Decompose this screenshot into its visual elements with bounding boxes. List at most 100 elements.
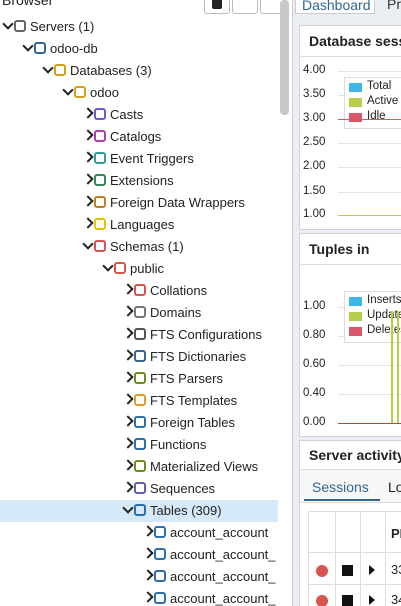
chevron[interactable] bbox=[122, 459, 134, 471]
tree-node[interactable]: Schemas (1) bbox=[0, 236, 278, 258]
tree-node[interactable]: account_account_ bbox=[0, 588, 278, 606]
node-label[interactable]: account_account bbox=[170, 525, 269, 540]
chevron[interactable] bbox=[62, 84, 74, 96]
chevron[interactable] bbox=[122, 371, 134, 383]
chevron[interactable] bbox=[82, 238, 94, 250]
tree-node[interactable]: Languages bbox=[0, 214, 278, 236]
chevron[interactable] bbox=[122, 283, 134, 295]
tree-node[interactable]: Casts bbox=[0, 104, 278, 126]
tree-node[interactable]: Databases (3) bbox=[0, 60, 278, 82]
chevron[interactable] bbox=[142, 547, 154, 559]
tree-node[interactable]: account_account_ bbox=[0, 566, 278, 588]
chevron[interactable] bbox=[2, 18, 14, 30]
chevron[interactable] bbox=[82, 151, 94, 163]
tree-node[interactable]: Collations bbox=[0, 280, 278, 302]
node-label[interactable]: Tables (309) bbox=[150, 503, 222, 518]
legend-swatch bbox=[349, 297, 362, 306]
tree-node[interactable]: account_account bbox=[0, 522, 278, 544]
chevron[interactable] bbox=[122, 437, 134, 449]
terminate-button[interactable] bbox=[342, 595, 353, 606]
node-label[interactable]: account_account_ bbox=[170, 547, 276, 562]
tree-node[interactable]: odoo-db bbox=[0, 38, 278, 60]
tree-node[interactable]: FTS Configurations bbox=[0, 324, 278, 346]
legend-label: Deletes bbox=[367, 324, 401, 336]
tree-node[interactable]: Foreign Tables bbox=[0, 412, 278, 434]
expand-button[interactable] bbox=[369, 565, 375, 575]
tree-node[interactable]: Catalogs bbox=[0, 126, 278, 148]
node-label[interactable]: Schemas (1) bbox=[110, 239, 184, 254]
node-label[interactable]: FTS Templates bbox=[150, 393, 238, 408]
tree-node[interactable]: Event Triggers bbox=[0, 148, 278, 170]
chevron[interactable] bbox=[122, 349, 134, 361]
chevron[interactable] bbox=[142, 525, 154, 537]
node-label[interactable]: Languages bbox=[110, 217, 175, 232]
node-label[interactable]: Databases (3) bbox=[70, 63, 152, 78]
chevron[interactable] bbox=[82, 107, 94, 119]
tree-node[interactable]: Extensions bbox=[0, 170, 278, 192]
tree-node[interactable]: FTS Dictionaries bbox=[0, 346, 278, 368]
node-label[interactable]: Servers (1) bbox=[30, 19, 95, 34]
node-icon bbox=[94, 152, 106, 164]
tree-node[interactable]: FTS Parsers bbox=[0, 368, 278, 390]
tab[interactable]: Sessions bbox=[312, 479, 369, 495]
node-label[interactable]: Catalogs bbox=[110, 129, 162, 144]
cancel-button[interactable] bbox=[316, 595, 328, 606]
node-label[interactable]: Domains bbox=[150, 305, 202, 320]
tree-node[interactable]: Foreign Data Wrappers bbox=[0, 192, 278, 214]
node-label[interactable]: Sequences bbox=[150, 481, 216, 496]
node-label[interactable]: Casts bbox=[110, 107, 144, 122]
node-icon bbox=[94, 108, 106, 120]
node-label[interactable]: Foreign Data Wrappers bbox=[110, 195, 245, 210]
expand-button[interactable] bbox=[369, 595, 375, 605]
node-label[interactable]: FTS Configurations bbox=[150, 327, 262, 342]
toolbar-button[interactable] bbox=[232, 0, 258, 14]
chevron[interactable] bbox=[122, 393, 134, 405]
node-label[interactable]: odoo-db bbox=[50, 41, 98, 56]
tab[interactable]: Lo bbox=[388, 479, 401, 495]
tree-node[interactable]: public bbox=[0, 258, 278, 280]
chevron[interactable] bbox=[82, 195, 94, 207]
tab[interactable]: Pr bbox=[387, 0, 401, 12]
node-label[interactable]: Event Triggers bbox=[110, 151, 194, 166]
tree-node[interactable]: Servers (1) bbox=[0, 16, 278, 38]
chevron[interactable] bbox=[82, 129, 94, 141]
node-icon bbox=[134, 306, 146, 318]
node-label[interactable]: Foreign Tables bbox=[150, 415, 236, 430]
tree-node[interactable]: Sequences bbox=[0, 478, 278, 500]
node-label[interactable]: Extensions bbox=[110, 173, 174, 188]
node-label[interactable]: FTS Parsers bbox=[150, 371, 223, 386]
chevron[interactable] bbox=[122, 481, 134, 493]
tab[interactable]: Dashboard bbox=[295, 0, 375, 14]
scrollbar-thumb[interactable] bbox=[280, 0, 289, 115]
tree-node[interactable]: Functions bbox=[0, 434, 278, 456]
node-label[interactable]: public bbox=[130, 261, 164, 276]
chevron[interactable] bbox=[122, 415, 134, 427]
chevron[interactable] bbox=[122, 305, 134, 317]
terminate-button[interactable] bbox=[342, 565, 353, 576]
node-label[interactable]: Functions bbox=[150, 437, 207, 452]
tree-node[interactable]: account_account_ bbox=[0, 544, 278, 566]
cancel-button[interactable] bbox=[316, 565, 328, 577]
chevron[interactable] bbox=[82, 217, 94, 229]
chevron[interactable] bbox=[142, 591, 154, 603]
node-label[interactable]: FTS Dictionaries bbox=[150, 349, 247, 364]
chevron[interactable] bbox=[82, 173, 94, 185]
node-label[interactable]: Materialized Views bbox=[150, 459, 259, 474]
node-label[interactable]: Collations bbox=[150, 283, 208, 298]
chevron[interactable] bbox=[122, 502, 134, 514]
tree-node[interactable]: odoo bbox=[0, 82, 278, 104]
node-label[interactable]: odoo bbox=[90, 85, 119, 100]
tree-node[interactable]: Tables (309) bbox=[0, 500, 278, 522]
tree-node[interactable]: Materialized Views bbox=[0, 456, 278, 478]
node-label[interactable]: account_account_ bbox=[170, 569, 276, 584]
chevron[interactable] bbox=[122, 327, 134, 339]
node-label[interactable]: account_account_ bbox=[170, 591, 276, 606]
chevron[interactable] bbox=[42, 62, 54, 74]
tree-node[interactable]: FTS Templates bbox=[0, 390, 278, 412]
chevron[interactable] bbox=[22, 40, 34, 52]
toolbar-button[interactable] bbox=[204, 0, 230, 14]
chevron[interactable] bbox=[142, 569, 154, 581]
tree-node[interactable]: Domains bbox=[0, 302, 278, 324]
chevron[interactable] bbox=[102, 260, 114, 272]
